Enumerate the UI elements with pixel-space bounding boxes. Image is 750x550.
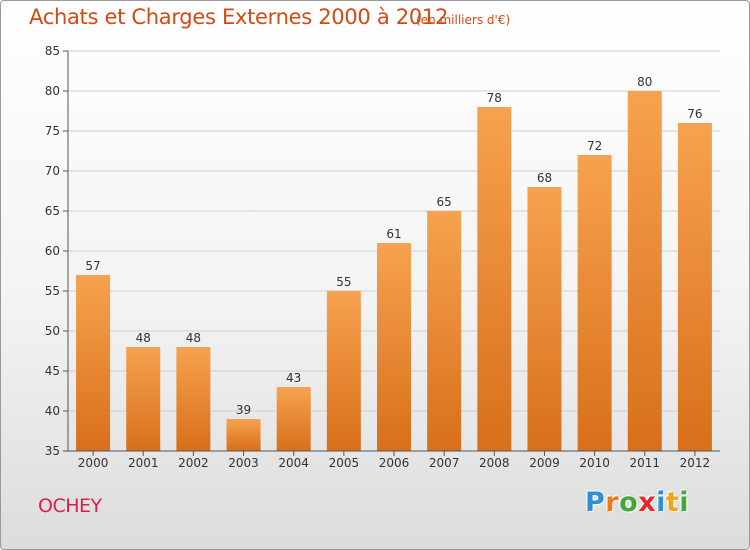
y-tick-label: 80 — [45, 84, 60, 98]
y-tick-label: 45 — [45, 364, 60, 378]
logo-letter: i — [656, 487, 666, 518]
data-labels: 57 48 48 39 43 55 61 65 78 68 72 80 76 — [85, 75, 702, 417]
x-tick-label: 2003 — [228, 456, 259, 470]
x-tick-label: 2009 — [529, 456, 560, 470]
bar — [176, 347, 211, 451]
y-tick-label: 40 — [45, 404, 60, 418]
bar — [326, 291, 361, 451]
data-label: 61 — [386, 227, 401, 241]
x-tick-label: 2011 — [629, 456, 660, 470]
proxiti-logo: Proxiti — [585, 487, 689, 518]
y-tick-label: 65 — [45, 204, 60, 218]
logo-letter: t — [665, 487, 680, 518]
bar — [427, 211, 462, 451]
data-label: 57 — [85, 259, 100, 273]
y-tick-label: 55 — [45, 284, 60, 298]
axes: 35 40 45 50 55 60 65 70 75 80 85 2000 2001 2002 2003 20… — [45, 44, 720, 470]
data-label: 76 — [687, 107, 702, 121]
x-tick-label: 2006 — [379, 456, 410, 470]
logo-letter: P — [585, 487, 606, 518]
data-label: 65 — [437, 195, 452, 209]
data-label: 72 — [587, 139, 602, 153]
bars — [76, 91, 712, 451]
data-label: 48 — [186, 331, 201, 345]
x-tick-label: 2012 — [680, 456, 711, 470]
commune-name: OCHEY — [38, 495, 102, 517]
data-label: 43 — [286, 371, 301, 385]
y-tick-label: 50 — [45, 324, 60, 338]
bar — [126, 347, 161, 451]
bar — [627, 91, 662, 451]
y-tick-label: 60 — [45, 244, 60, 258]
x-tick-label: 2008 — [479, 456, 510, 470]
bar — [477, 107, 512, 451]
x-tick-label: 2001 — [128, 456, 159, 470]
bar — [527, 187, 562, 451]
logo-letter: o — [619, 487, 639, 518]
bar — [677, 123, 712, 451]
data-label: 80 — [637, 75, 652, 89]
data-label: 68 — [537, 171, 552, 185]
x-tick-label: 2000 — [78, 456, 109, 470]
data-label: 48 — [136, 331, 151, 345]
x-tick-label: 2007 — [429, 456, 460, 470]
x-tick-label: 2010 — [579, 456, 610, 470]
bar — [377, 243, 411, 451]
y-tick-label: 35 — [45, 444, 60, 458]
bar — [76, 275, 111, 451]
x-tick-label: 2005 — [329, 456, 360, 470]
logo-letter: r — [605, 487, 620, 518]
bar — [276, 387, 311, 451]
chart-subtitle: (en milliers d'€) — [416, 13, 511, 27]
x-tick-label: 2002 — [178, 456, 209, 470]
chart-title: Achats et Charges Externes 2000 à 2012 — [29, 5, 449, 29]
data-label: 55 — [336, 275, 351, 289]
bar — [577, 155, 612, 451]
y-tick-label: 85 — [45, 44, 60, 58]
x-tick-label: 2004 — [278, 456, 309, 470]
data-label: 78 — [487, 91, 502, 105]
y-tick-label: 75 — [45, 124, 60, 138]
logo-letter: i — [679, 487, 690, 518]
y-tick-label: 70 — [45, 164, 60, 178]
logo-letter: x — [638, 487, 657, 518]
data-label: 39 — [236, 403, 251, 417]
bar — [226, 419, 261, 451]
